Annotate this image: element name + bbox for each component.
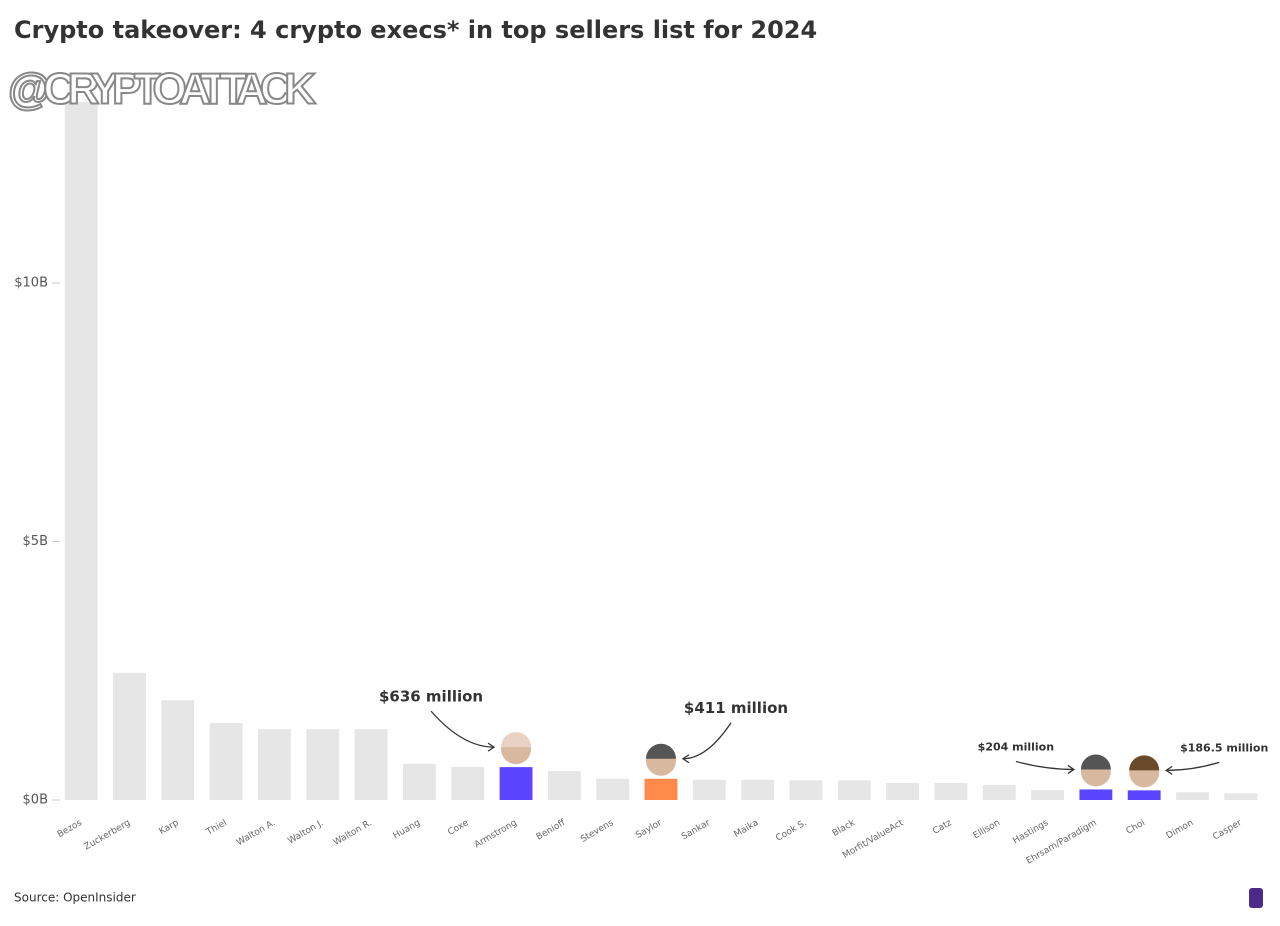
x-tick-label: Thiel <box>204 818 229 838</box>
x-tick-label: Stevens <box>579 818 615 845</box>
bar <box>64 102 98 800</box>
bar <box>451 766 485 800</box>
x-tick-label: Walton J. <box>286 818 325 846</box>
y-tick-label: $5B <box>23 534 48 549</box>
bar <box>258 729 291 800</box>
annotation-arrow <box>430 710 495 748</box>
portrait-hair <box>1080 754 1111 770</box>
bar <box>209 722 243 800</box>
x-tick-label: Cook S. <box>774 818 808 844</box>
x-tick-label: Coxe <box>446 818 471 838</box>
bar <box>886 782 920 800</box>
chart-title: Crypto takeover: 4 crypto execs* in top … <box>14 16 817 44</box>
source: Source: OpenInsider <box>14 891 136 905</box>
bar <box>837 780 871 800</box>
arrow-head <box>487 742 496 752</box>
bar <box>1176 792 1209 800</box>
portrait-hair <box>646 743 676 759</box>
bar <box>306 729 340 800</box>
portrait-hair <box>1129 755 1160 771</box>
portrait-hair <box>501 732 532 748</box>
x-tick-label: Choi <box>1125 818 1147 837</box>
arrow-head <box>1165 765 1173 775</box>
bar <box>596 778 630 800</box>
value-label: $636 million <box>379 688 483 706</box>
x-tick-label: Saylor <box>634 818 664 841</box>
x-tick-label: Zuckerberg <box>83 818 133 852</box>
bar <box>1127 790 1161 800</box>
annotation-arrow <box>1015 760 1074 771</box>
x-tick-label: Walton A. <box>235 818 277 848</box>
arrow-head <box>681 754 690 764</box>
annotation-arrow <box>682 722 732 760</box>
bar <box>982 785 1016 800</box>
bar <box>547 771 581 800</box>
x-tick-label: Ellison <box>972 818 1002 841</box>
bar <box>789 780 823 800</box>
bar <box>692 779 726 800</box>
bar <box>934 782 968 800</box>
x-tick-label: Benioff <box>535 818 568 843</box>
bar <box>499 767 533 800</box>
annotation-arrow <box>1166 761 1220 772</box>
watermark: @CRYPTOATTACK <box>8 65 316 114</box>
bar <box>113 672 146 800</box>
x-tick-label: Sankar <box>680 818 712 842</box>
y-tick-label: $0B <box>23 793 48 808</box>
arrow-head <box>1067 764 1076 774</box>
logo <box>1249 888 1263 908</box>
x-tick-label: Bezos <box>56 818 84 840</box>
bar <box>1224 793 1258 800</box>
bar <box>644 778 678 800</box>
x-tick-label: Dimon <box>1165 818 1195 841</box>
bar <box>1031 790 1064 800</box>
x-tick-label: Hastings <box>1011 818 1050 846</box>
x-tick-label: Huang <box>392 818 422 841</box>
x-tick-label: Walton R. <box>332 818 374 848</box>
y-tick-label: $10B <box>14 275 48 290</box>
bar <box>402 763 436 800</box>
value-label: $186.5 million <box>1180 741 1268 754</box>
x-tick-label: Catz <box>931 818 954 837</box>
x-tick-label: Maika <box>733 818 761 840</box>
bar <box>354 729 388 800</box>
bar <box>741 779 775 800</box>
x-tick-label: Karp <box>158 818 181 837</box>
value-label: $411 million <box>684 699 788 717</box>
bar <box>1079 789 1113 800</box>
bar <box>161 700 195 800</box>
x-tick-label: Casper <box>1211 818 1243 843</box>
x-tick-label: Black <box>831 818 858 839</box>
value-label: $204 million <box>978 740 1054 753</box>
x-tick-label: Armstrong <box>473 818 519 850</box>
